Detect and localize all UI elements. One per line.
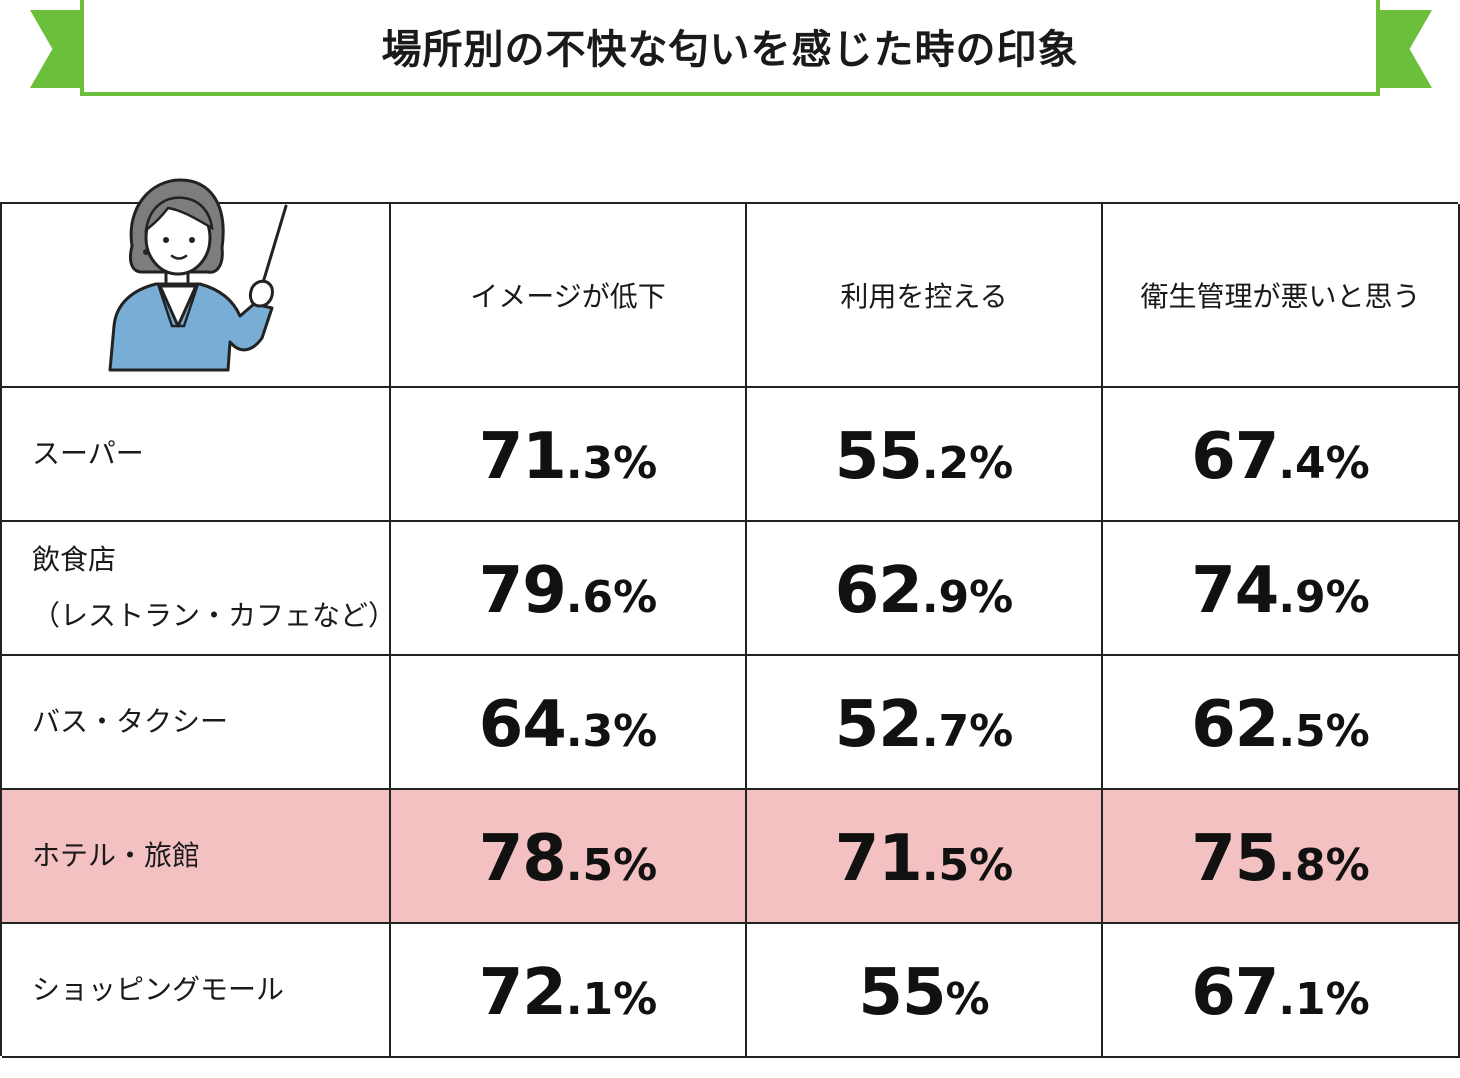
value-cell: 62.9%	[747, 522, 1103, 656]
value-decimal-part: .6%	[565, 572, 658, 623]
percentage-value: 71.3%	[479, 414, 657, 494]
title-banner: 場所別の不快な匂いを感じた時の印象	[0, 0, 1460, 110]
percentage-value: 72.1%	[479, 950, 657, 1030]
value-integer-part: 75	[1191, 822, 1279, 896]
value-cell: 64.3%	[391, 656, 747, 790]
value-decimal-part: .7%	[921, 706, 1014, 757]
percentage-value: 64.3%	[479, 682, 657, 762]
value-cell: 79.6%	[391, 522, 747, 656]
percentage-value: 67.4%	[1191, 414, 1369, 494]
value-decimal-part: .5%	[921, 840, 1014, 891]
percentage-value: 55.2%	[835, 414, 1013, 494]
value-decimal-part: .1%	[1278, 974, 1370, 1025]
value-integer-part: 67	[1191, 420, 1279, 494]
value-cell: 67.1%	[1103, 924, 1460, 1058]
row-label: ホテル・旅館	[32, 839, 201, 872]
row-label: 飲食店 （レストラン・カフェなど）	[32, 543, 397, 632]
value-integer-part: 62	[834, 554, 923, 628]
value-decimal-part: .5%	[565, 840, 658, 891]
value-cell: 62.5%	[1103, 656, 1460, 790]
percentage-value: 62.5%	[1191, 682, 1369, 762]
column-header-poor-hygiene: 衛生管理が悪いと思う	[1103, 204, 1460, 388]
value-integer-part: 72	[478, 956, 567, 1030]
row-label: スーパー	[32, 437, 144, 470]
row-label: バス・タクシー	[32, 705, 229, 738]
value-decimal-part: .1%	[565, 974, 658, 1025]
value-cell: 67.4%	[1103, 388, 1460, 522]
illustration-cell	[2, 178, 391, 388]
percentage-value: 67.1%	[1191, 950, 1369, 1030]
row-header: ショッピングモール	[2, 924, 391, 1058]
value-cell: 55%	[747, 924, 1103, 1058]
value-integer-part: 79	[478, 554, 567, 628]
percentage-value: 71.5%	[835, 816, 1013, 896]
row-header: スーパー	[2, 388, 391, 522]
percentage-value: 78.5%	[479, 816, 657, 896]
value-integer-part: 64	[478, 688, 567, 762]
value-integer-part: 55	[834, 420, 923, 494]
value-cell: 55.2%	[747, 388, 1103, 522]
row-label: ショッピングモール	[32, 973, 285, 1006]
value-cell: 71.3%	[391, 388, 747, 522]
percentage-value: 52.7%	[835, 682, 1013, 762]
title-box: 場所別の不快な匂いを感じた時の印象	[80, 0, 1380, 96]
value-decimal-part: .2%	[921, 438, 1014, 489]
results-table: イメージが低下 利用を控える 衛生管理が悪いと思う スーパー 71.3% 55.2%…	[0, 178, 1460, 1058]
value-cell: 72.1%	[391, 924, 747, 1058]
value-decimal-part: .5%	[1278, 706, 1370, 757]
value-cell: 78.5%	[391, 790, 747, 924]
chart-title: 場所別の不快な匂いを感じた時の印象	[381, 27, 1079, 73]
value-integer-part: 78	[478, 822, 567, 896]
value-integer-part: 74	[1191, 554, 1279, 628]
value-decimal-part: .9%	[921, 572, 1014, 623]
row-header: バス・タクシー	[2, 656, 391, 790]
column-header-avoid-use: 利用を控える	[747, 204, 1103, 388]
row-header: 飲食店 （レストラン・カフェなど）	[2, 522, 397, 656]
percentage-value: 75.8%	[1191, 816, 1369, 896]
value-decimal-part: .8%	[1278, 840, 1370, 891]
value-cell: 75.8%	[1103, 790, 1460, 924]
value-cell: 71.5%	[747, 790, 1103, 924]
value-integer-part: 52	[834, 688, 923, 762]
value-decimal-part: .3%	[565, 706, 658, 757]
value-decimal-part: .3%	[565, 438, 658, 489]
value-cell: 74.9%	[1103, 522, 1460, 656]
percentage-value: 74.9%	[1191, 548, 1369, 628]
value-integer-part: 67	[1191, 956, 1279, 1030]
percentage-value: 79.6%	[479, 548, 657, 628]
value-integer-part: 55	[858, 956, 946, 1030]
value-integer-part: 62	[1191, 688, 1279, 762]
value-cell: 52.7%	[747, 656, 1103, 790]
value-integer-part: 71	[478, 420, 567, 494]
column-header-image-decline: イメージが低下	[391, 204, 747, 388]
percentage-value: 62.9%	[835, 548, 1013, 628]
value-decimal-part: .9%	[1278, 572, 1370, 623]
value-integer-part: 71	[834, 822, 923, 896]
value-decimal-part: %	[945, 974, 990, 1025]
value-decimal-part: .4%	[1278, 438, 1370, 489]
row-header: ホテル・旅館	[2, 790, 391, 924]
percentage-value: 55%	[858, 950, 989, 1030]
teacher-with-pointer-icon	[108, 178, 288, 372]
